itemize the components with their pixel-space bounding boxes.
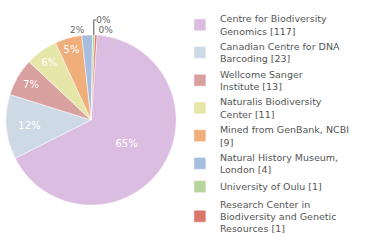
svg-text:Natural History Museum,London: Natural History Museum,London [4]: [220, 152, 338, 175]
svg-text:Research Center inBiodiversity: Research Center inBiodiversity and Genet…: [220, 199, 337, 234]
svg-text:University of Oulu [1]: University of Oulu [1]: [220, 181, 322, 192]
svg-text:0%: 0%: [96, 15, 111, 25]
svg-text:6%: 6%: [41, 57, 57, 68]
svg-text:Centre for BiodiversityGenomic: Centre for BiodiversityGenomics [117]: [220, 13, 327, 36]
svg-text:2%: 2%: [70, 25, 85, 35]
svg-text:Wellcome SangerInstitute [13]: Wellcome SangerInstitute [13]: [220, 69, 303, 92]
svg-text:5%: 5%: [64, 44, 80, 55]
svg-text:Mined from GenBank, NCBI[9]: Mined from GenBank, NCBI[9]: [220, 124, 349, 147]
svg-text:65%: 65%: [115, 138, 137, 149]
svg-text:7%: 7%: [23, 79, 39, 90]
svg-text:12%: 12%: [18, 120, 40, 131]
svg-text:Canadian Centre for DNABarcodi: Canadian Centre for DNABarcoding [23]: [220, 41, 340, 64]
svg-text:Naturalis BiodiversityCenter [: Naturalis BiodiversityCenter [11]: [220, 96, 322, 119]
svg-text:0%: 0%: [98, 25, 113, 35]
